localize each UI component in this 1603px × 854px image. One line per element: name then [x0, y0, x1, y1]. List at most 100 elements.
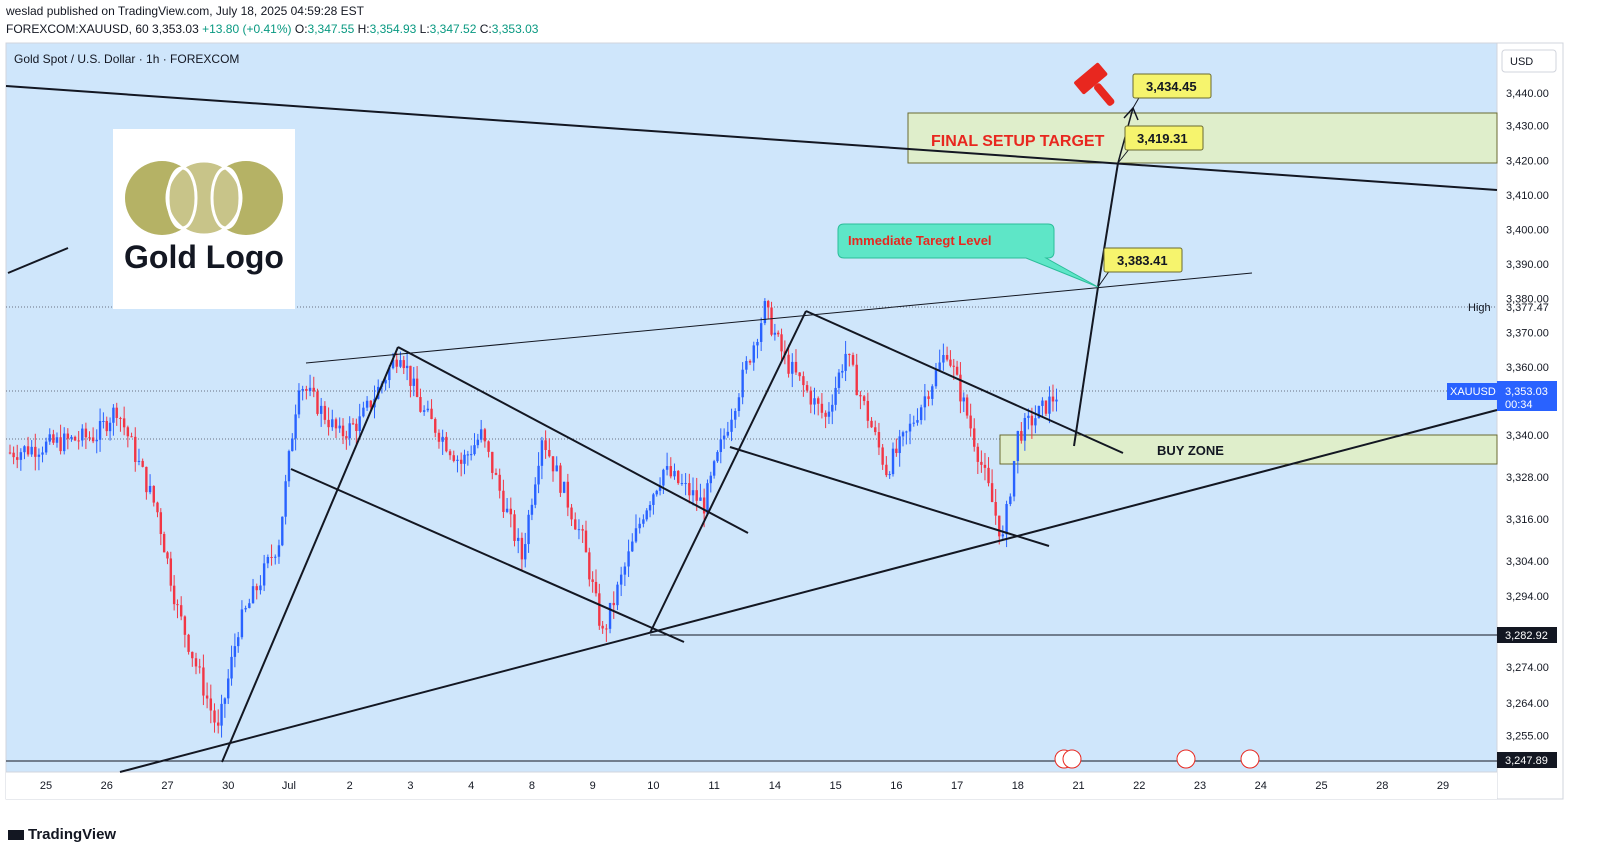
- gold-logo: Gold Logo: [113, 129, 295, 309]
- candle-body: [412, 378, 415, 386]
- candle-body: [297, 390, 301, 415]
- candle-body: [16, 457, 19, 460]
- candle-body: [469, 454, 473, 456]
- candle-body: [748, 360, 752, 363]
- projection-leg-1[interactable]: [1073, 286, 1099, 447]
- candle-body: [976, 446, 980, 462]
- candle-body: [959, 374, 962, 402]
- candle-body: [942, 355, 945, 363]
- candle-body: [445, 436, 448, 452]
- candle-body: [172, 585, 176, 605]
- candle-body: [395, 359, 398, 367]
- candle-body: [1009, 496, 1012, 505]
- x-tick-label: 17: [951, 780, 963, 792]
- candle-body: [885, 464, 888, 476]
- x-tick-label: 26: [101, 780, 113, 792]
- candle-body: [691, 490, 695, 496]
- candle-body: [817, 398, 820, 404]
- target-label-3[interactable]: 3,434.45: [1132, 73, 1212, 109]
- candle-body: [266, 557, 270, 564]
- x-tick-label: 14: [769, 780, 781, 792]
- candle-body: [969, 415, 972, 429]
- time-axis[interactable]: [6, 772, 1497, 799]
- candle-body: [187, 634, 190, 652]
- tradingview-brand[interactable]: TradingView: [8, 826, 116, 843]
- candle-body: [402, 360, 405, 369]
- candle-body: [399, 360, 402, 367]
- candle-body: [980, 461, 983, 465]
- us-flag-icon[interactable]: [1176, 749, 1196, 769]
- target-label-1[interactable]: 3,383.41: [1097, 247, 1183, 288]
- channel-1-upper[interactable]: [397, 346, 749, 534]
- candle-body: [584, 530, 588, 553]
- candle-body: [669, 466, 672, 477]
- x-tick-label: 2: [347, 780, 353, 792]
- channel-2-upper[interactable]: [805, 310, 1124, 454]
- trendlines[interactable]: [5, 85, 1498, 773]
- y-tick-label: 3,316.00: [1506, 514, 1549, 526]
- channel-top-line[interactable]: [305, 272, 1253, 364]
- candle-body: [627, 551, 630, 567]
- candle-body: [205, 695, 209, 699]
- candle-body: [908, 423, 912, 432]
- candle-body: [601, 625, 604, 629]
- candle-body: [301, 388, 304, 391]
- short-trendline[interactable]: [7, 247, 69, 274]
- candle-body: [88, 437, 91, 439]
- candle-body: [34, 446, 37, 457]
- current-price-tag[interactable]: [1497, 381, 1557, 411]
- candle-body: [965, 397, 969, 416]
- candle-body: [130, 436, 133, 438]
- x-tick-label: 8: [529, 780, 535, 792]
- candle-body: [437, 432, 441, 442]
- candle-body: [81, 428, 84, 441]
- candle-body: [662, 469, 665, 486]
- candle-body: [152, 485, 155, 503]
- level2-tag: [1497, 752, 1557, 768]
- candle-body: [520, 537, 524, 560]
- candle-body: [1023, 417, 1027, 441]
- candle-body: [548, 450, 551, 457]
- us-flag-icon[interactable]: [1062, 749, 1082, 769]
- candle-body: [405, 365, 409, 369]
- y-tick-label: 3,440.00: [1506, 88, 1549, 100]
- channel-2-lower[interactable]: [729, 446, 1050, 547]
- currency-button[interactable]: [1501, 49, 1557, 73]
- buy-zone[interactable]: [999, 434, 1498, 465]
- price-scale[interactable]: [1496, 42, 1564, 800]
- target-label-2[interactable]: 3,419.31: [1117, 125, 1204, 164]
- candle-body: [680, 483, 684, 485]
- y-tick-label: 3,304.00: [1506, 556, 1549, 568]
- candle-body: [665, 466, 669, 470]
- x-tick-label: 28: [1376, 780, 1388, 792]
- us-flag-icon[interactable]: [1240, 749, 1260, 769]
- y-tick-label: 3,328.00: [1506, 472, 1549, 484]
- symbol-tag-label: XAUUSD: [1450, 386, 1496, 398]
- candle-body: [544, 440, 547, 451]
- price-change: +13.80 (+0.41%): [202, 22, 292, 36]
- candle-body: [19, 452, 23, 460]
- candle-body: [73, 436, 77, 441]
- impulse-leg-2[interactable]: [649, 310, 807, 634]
- immediate-target-callout[interactable]: Immediate Taregt Level: [837, 223, 1099, 288]
- channel-1-lower[interactable]: [290, 468, 685, 643]
- candle-body: [491, 451, 494, 473]
- open-label: O:: [294, 22, 308, 36]
- candle-body: [983, 464, 987, 468]
- candle-body: [262, 563, 266, 586]
- economic-event-icons[interactable]: [1054, 749, 1260, 769]
- candle-body: [388, 368, 391, 381]
- rising-support-trendline[interactable]: [119, 409, 1498, 773]
- projection-leg-2[interactable]: [1097, 162, 1119, 288]
- candle-body: [270, 557, 273, 559]
- symbol-label[interactable]: FOREXCOM:XAUUSD, 60: [6, 22, 149, 36]
- x-tick-label: 30: [222, 780, 234, 792]
- x-tick-label: 4: [468, 780, 474, 792]
- impulse-leg-1[interactable]: [221, 346, 399, 763]
- last-price: 3,353.03: [152, 22, 199, 36]
- candle-body: [41, 452, 44, 455]
- candle-body: [502, 490, 505, 512]
- y-tick-label: 3,340.00: [1506, 430, 1549, 442]
- upper-trendline[interactable]: [5, 85, 1498, 191]
